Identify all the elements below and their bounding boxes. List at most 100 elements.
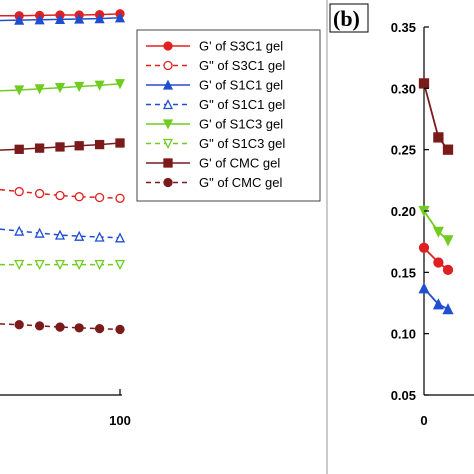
legend-label: G" of S3C1 gel [199, 58, 285, 73]
series-g-of-s1c3-gel [0, 259, 126, 271]
legend-swatch-marker [162, 79, 174, 90]
data-point [94, 192, 105, 203]
panel-b-axes [423, 27, 474, 396]
panel-b-ticks: 0.35 0.30 0.25 0.20 0.15 0.10 0.05 0 [391, 20, 429, 428]
data-point [94, 13, 105, 24]
data-point [94, 259, 105, 271]
panel-b-series-1 [418, 205, 454, 247]
data-point [55, 142, 65, 152]
legend-item-g-of-s1c3-gel: G' of S1C3 gel [146, 117, 283, 132]
legend-swatch-marker [162, 119, 174, 130]
panel-b-series-0 [418, 78, 454, 155]
legend-swatch-marker [162, 138, 174, 149]
data-point [14, 186, 24, 197]
legend: G' of S3C1 gel G" of S3C1 gel G' of S1C1 g… [136, 29, 321, 202]
legend-label: G' of S3C1 gel [199, 39, 283, 54]
data-point [94, 323, 105, 334]
series-g-of-s1c1-gel [0, 225, 126, 243]
legend-swatch-marker [163, 158, 173, 168]
series-g-of-s1c1-gel [0, 12, 126, 25]
data-point [114, 79, 126, 90]
data-point [34, 84, 45, 95]
panel-b-series-2 [418, 242, 454, 276]
legend-label: G" of S1C1 gel [199, 97, 285, 112]
data-point [74, 259, 85, 271]
legend-label: G' of S1C3 gel [199, 117, 283, 132]
legend-item-g-of-s1c1-gel: G" of S1C1 gel [146, 97, 285, 112]
data-point [34, 188, 45, 199]
chart-panel-a: 100 [0, 9, 131, 428]
legend-item-g-of-cmc-gel: G' of CMC gel [146, 156, 280, 171]
series-g-of-s1c3-gel [0, 79, 126, 96]
data-point [34, 227, 45, 238]
legend-swatch-marker [163, 41, 173, 51]
series-g-of-cmc-gel [0, 138, 125, 154]
data-point [433, 257, 444, 268]
data-point [54, 259, 66, 271]
data-point [433, 132, 444, 143]
data-point [74, 323, 84, 333]
legend-label: G' of S1C1 gel [199, 78, 283, 93]
series-g-of-cmc-gel [0, 320, 125, 335]
data-point [74, 81, 85, 92]
legend-item-g-of-s3c1-gel: G" of S3C1 gel [146, 58, 285, 73]
data-point [74, 141, 84, 151]
legend-label: G" of CMC gel [199, 175, 282, 190]
data-point [54, 13, 66, 25]
data-point [34, 143, 45, 153]
data-point [418, 282, 430, 294]
data-point [54, 83, 66, 94]
legend-swatch-marker [163, 60, 173, 71]
data-point [114, 259, 126, 271]
data-point [114, 232, 126, 243]
panel-b-y-tick-label: 0.15 [391, 265, 416, 280]
data-point [442, 264, 454, 276]
data-point [14, 85, 25, 96]
data-point [74, 230, 85, 241]
data-point [115, 138, 125, 148]
data-point [34, 321, 45, 331]
panel-b-y-tick-label: 0.10 [391, 327, 416, 342]
data-point [115, 193, 125, 203]
data-point [94, 139, 105, 150]
panel-label-b: (b) [333, 6, 360, 31]
data-point [54, 229, 66, 240]
data-point [442, 144, 454, 155]
data-point [94, 80, 105, 91]
legend-item-g-of-s3c1-gel: G' of S3C1 gel [146, 39, 283, 54]
panel-b-y-tick-label: 0.25 [391, 143, 416, 158]
panel-b-y-tick-label: 0.35 [391, 20, 416, 35]
data-point [442, 235, 454, 247]
chart-panel-b: (b) 0.35 0.30 0.25 0.20 0.15 0.10 0.05 0 [329, 3, 474, 428]
panel-a-x-tick-label: 100 [109, 413, 131, 428]
panel-b-y-tick-label: 0.05 [391, 388, 416, 403]
panel-b-x-tick-label: 0 [420, 413, 427, 428]
data-point [115, 324, 125, 335]
data-point [55, 190, 65, 201]
legend-item-g-of-s1c1-gel: G' of S1C1 gel [146, 78, 283, 93]
legend-label: G' of CMC gel [199, 156, 280, 171]
panel-a-ticks: 100 [109, 413, 131, 428]
panel-b-series [418, 78, 454, 315]
data-point [55, 322, 65, 332]
legend-swatch-marker [162, 99, 174, 110]
panel-label-box [329, 3, 369, 33]
data-point [418, 78, 430, 89]
legend-label: G" of S1C3 gel [199, 136, 285, 151]
data-point [432, 298, 444, 310]
legend-items: G' of S3C1 gel G" of S3C1 gel G' of S1C1 g… [146, 39, 285, 190]
data-point [114, 12, 126, 23]
legend-box [136, 29, 321, 202]
legend-swatch-marker [163, 177, 173, 188]
series-g-of-s3c1-gel [0, 186, 125, 203]
data-point [418, 242, 430, 253]
data-point [14, 259, 25, 271]
panel-b-y-tick-label: 0.30 [391, 81, 416, 96]
data-point [34, 259, 45, 271]
data-point [94, 231, 105, 242]
panel-b-y-tick-label: 0.20 [391, 204, 416, 219]
panel-a-axes [0, 389, 122, 396]
data-point [14, 320, 24, 330]
legend-item-g-of-cmc-gel: G" of CMC gel [146, 175, 282, 190]
